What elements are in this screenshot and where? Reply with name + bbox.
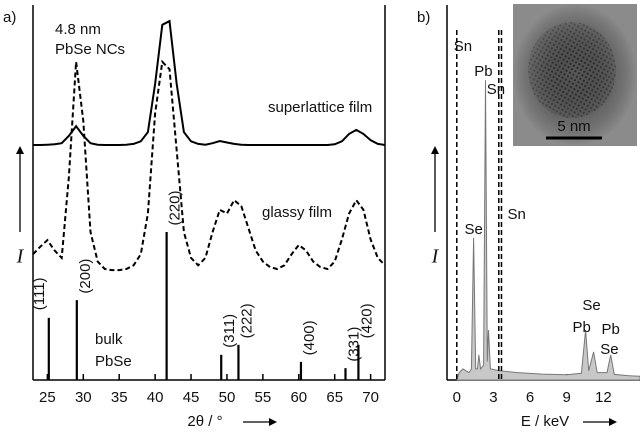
sample-label: PbSe NCs	[55, 41, 125, 58]
x-tick-label: 65	[326, 389, 343, 406]
y-axis-label: I	[16, 246, 25, 268]
y-arrowhead	[16, 146, 24, 154]
scale-bar-label: 5 nm	[557, 118, 590, 135]
x-tick-label: 9	[563, 389, 571, 406]
miller-index: (111)	[31, 277, 48, 310]
x-tick-label: 50	[219, 389, 236, 406]
panel-label: a)	[3, 9, 16, 26]
y-axis-label: I	[431, 246, 440, 268]
sample-label: 4.8 nm	[55, 21, 101, 38]
x-tick-label: 6	[526, 389, 534, 406]
peak-label: Pb	[602, 321, 620, 338]
tem-haze	[513, 4, 637, 146]
peak-label: Pb	[572, 319, 590, 336]
series-label: glassy film	[262, 204, 332, 221]
x-tick-label: 45	[183, 389, 200, 406]
miller-index: (220)	[167, 190, 184, 225]
x-tick-label: 25	[39, 389, 56, 406]
miller-index: (311)	[221, 314, 238, 348]
sn-label: Sn	[454, 38, 472, 55]
panel-label: b)	[417, 9, 430, 26]
x-axis-label: 2θ / °	[187, 413, 222, 430]
x-tick-label: 0	[453, 389, 461, 406]
reference-label: PbSe	[95, 353, 132, 370]
peak-label: Se	[600, 341, 618, 358]
x-tick-label: 12	[595, 389, 612, 406]
x-tick-label: 55	[255, 389, 272, 406]
x-tick-label: 3	[489, 389, 497, 406]
x-tick-label: 60	[290, 389, 307, 406]
miller-index: (222)	[238, 303, 255, 338]
xrd-curve	[32, 59, 386, 272]
x-tick-label: 30	[75, 389, 92, 406]
peak-label: Se	[464, 221, 482, 238]
x-tick-label: 35	[111, 389, 128, 406]
sn-label: Sn	[507, 206, 525, 223]
x-tick-label: 70	[362, 389, 379, 406]
x-arrowhead	[269, 418, 277, 426]
peak-label: Pb	[474, 63, 492, 80]
xrd-curve	[33, 19, 386, 146]
peak-label: Se	[582, 297, 600, 314]
series-label: superlattice film	[268, 99, 372, 116]
edx-spectrum	[456, 80, 640, 381]
x-tick-label: 40	[147, 389, 164, 406]
y-arrowhead	[431, 146, 439, 154]
tem-inset: 5 nm	[513, 4, 637, 146]
miller-index: (400)	[301, 320, 318, 355]
miller-index: (200)	[77, 259, 94, 294]
sn-label: Sn	[487, 81, 505, 98]
x-axis-label: E / keV	[521, 413, 569, 430]
x-arrowhead	[609, 418, 617, 426]
reference-label: bulk	[95, 331, 123, 348]
miller-index: (420)	[358, 303, 375, 338]
